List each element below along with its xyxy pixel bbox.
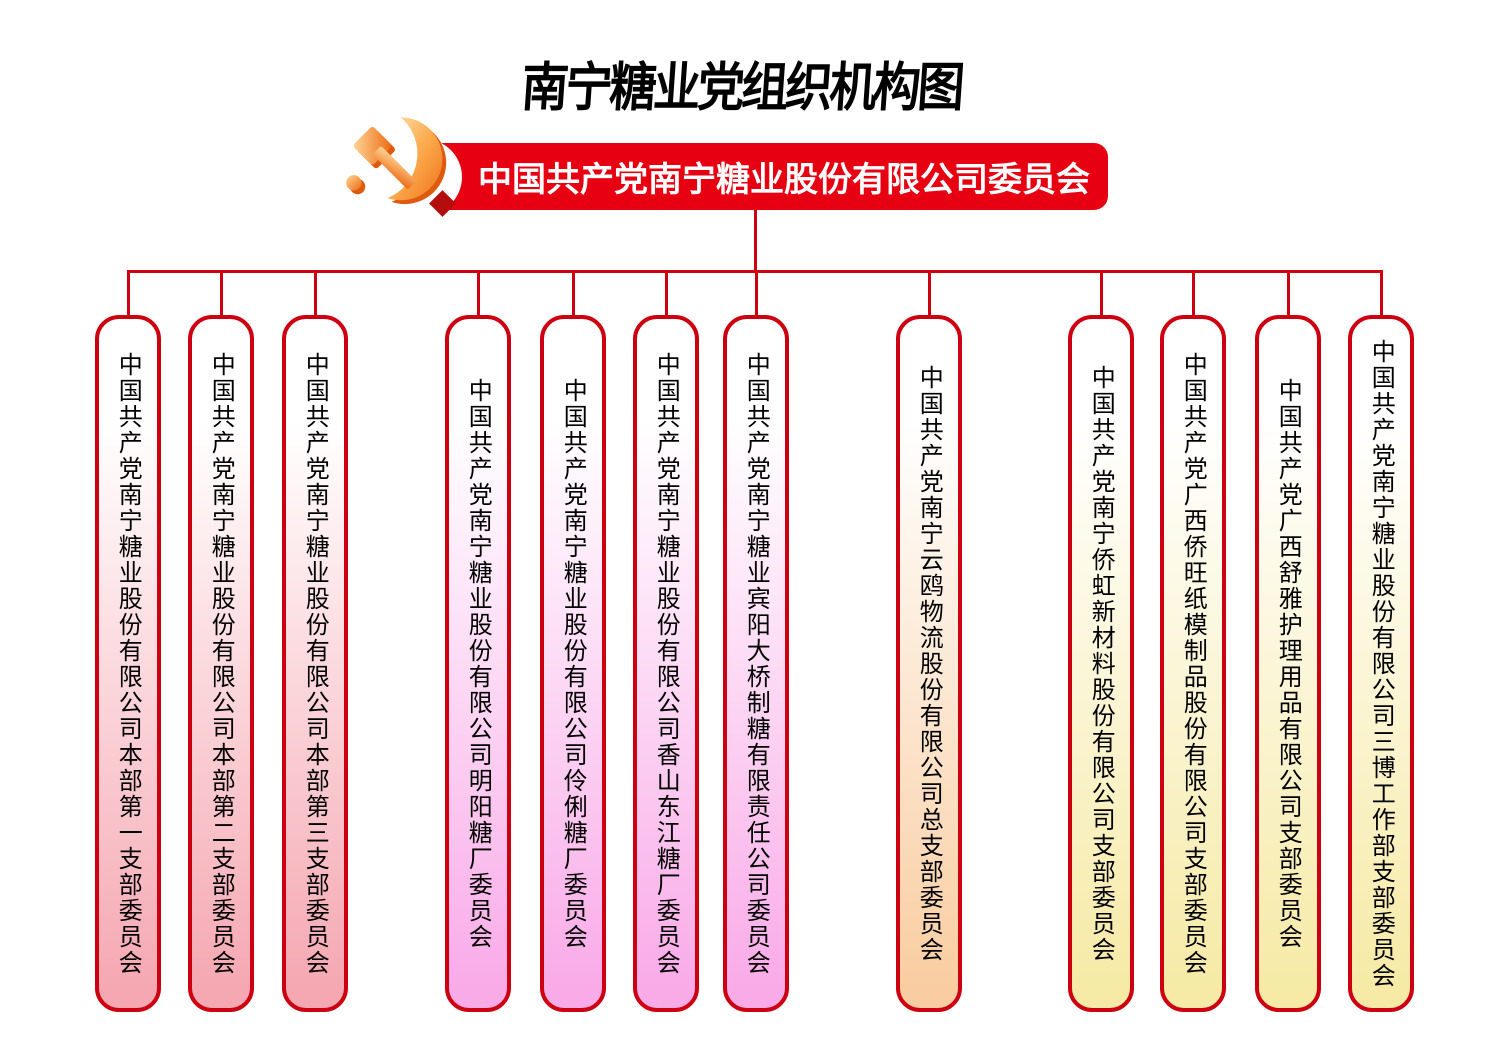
branch-label: 中国共产党南宁糖业股份有限公司本部第一支部委员会	[114, 351, 143, 976]
root-committee-banner: 中国共产党南宁糖业股份有限公司委员会	[430, 143, 1108, 210]
branch-label: 中国共产党南宁糖业股份有限公司伶俐糖厂委员会	[559, 377, 588, 950]
sickle-grip-dot	[346, 175, 362, 191]
stub-line-11	[1287, 270, 1290, 317]
branch-box-4: 中国共产党南宁糖业股份有限公司明阳糖厂委员会	[445, 315, 511, 1012]
branch-label: 中国共产党南宁糖业股份有限公司本部第二支部委员会	[207, 351, 236, 976]
stub-line-7	[755, 270, 758, 317]
branch-box-10: 中国共产党广西侨旺纸模制品股份有限公司支部委员会	[1160, 315, 1226, 1012]
branch-label: 中国共产党广西舒雅护理用品有限公司支部委员会	[1274, 377, 1303, 950]
branch-label: 中国共产党南宁糖业股份有限公司香山东江糖厂委员会	[652, 351, 681, 976]
stub-line-12	[1380, 270, 1383, 317]
stub-line-3	[314, 270, 317, 317]
branch-label: 中国共产党南宁糖业股份有限公司本部第三支部委员会	[301, 351, 330, 976]
branch-label: 中国共产党南宁糖业股份有限公司明阳糖厂委员会	[464, 377, 493, 950]
branch-box-3: 中国共产党南宁糖业股份有限公司本部第三支部委员会	[282, 315, 348, 1012]
branch-box-5: 中国共产党南宁糖业股份有限公司伶俐糖厂委员会	[540, 315, 606, 1012]
branch-label: 中国共产党南宁侨虹新材料股份有限公司支部委员会	[1087, 364, 1116, 963]
stub-line-6	[665, 270, 668, 317]
stub-line-8	[928, 270, 931, 317]
stub-line-1	[127, 270, 130, 317]
branch-box-2: 中国共产党南宁糖业股份有限公司本部第二支部委员会	[188, 315, 254, 1012]
branch-label: 中国共产党南宁糖业股份有限公司三博工作部支部委员会	[1367, 338, 1396, 989]
stub-line-4	[477, 270, 480, 317]
stub-line-5	[572, 270, 575, 317]
stub-line-2	[220, 270, 223, 317]
page-title: 南宁糖业党组织机构图	[519, 57, 964, 119]
trunk-line	[754, 209, 757, 273]
branch-label: 中国共产党南宁云鸥物流股份有限公司总支部委员会	[915, 364, 944, 963]
branch-box-9: 中国共产党南宁侨虹新材料股份有限公司支部委员会	[1068, 315, 1134, 1012]
branch-box-12: 中国共产党南宁糖业股份有限公司三博工作部支部委员会	[1348, 315, 1414, 1012]
branch-box-7: 中国共产党南宁糖业宾阳大桥制糖有限责任公司委员会	[723, 315, 789, 1012]
branch-box-6: 中国共产党南宁糖业股份有限公司香山东江糖厂委员会	[633, 315, 699, 1012]
branch-box-11: 中国共产党广西舒雅护理用品有限公司支部委员会	[1255, 315, 1321, 1012]
branch-label: 中国共产党南宁糖业宾阳大桥制糖有限责任公司委员会	[742, 351, 771, 976]
hammer-handle-shape	[373, 146, 416, 189]
sickle-shape	[387, 117, 443, 201]
root-committee-label: 中国共产党南宁糖业股份有限公司委员会	[478, 160, 1090, 200]
branch-label: 中国共产党广西侨旺纸模制品股份有限公司支部委员会	[1179, 351, 1208, 976]
stub-line-9	[1100, 270, 1103, 317]
party-emblem-icon	[346, 117, 447, 205]
branch-box-8: 中国共产党南宁云鸥物流股份有限公司总支部委员会	[896, 315, 962, 1012]
branch-box-1: 中国共产党南宁糖业股份有限公司本部第一支部委员会	[95, 315, 161, 1012]
stub-line-10	[1192, 270, 1195, 317]
